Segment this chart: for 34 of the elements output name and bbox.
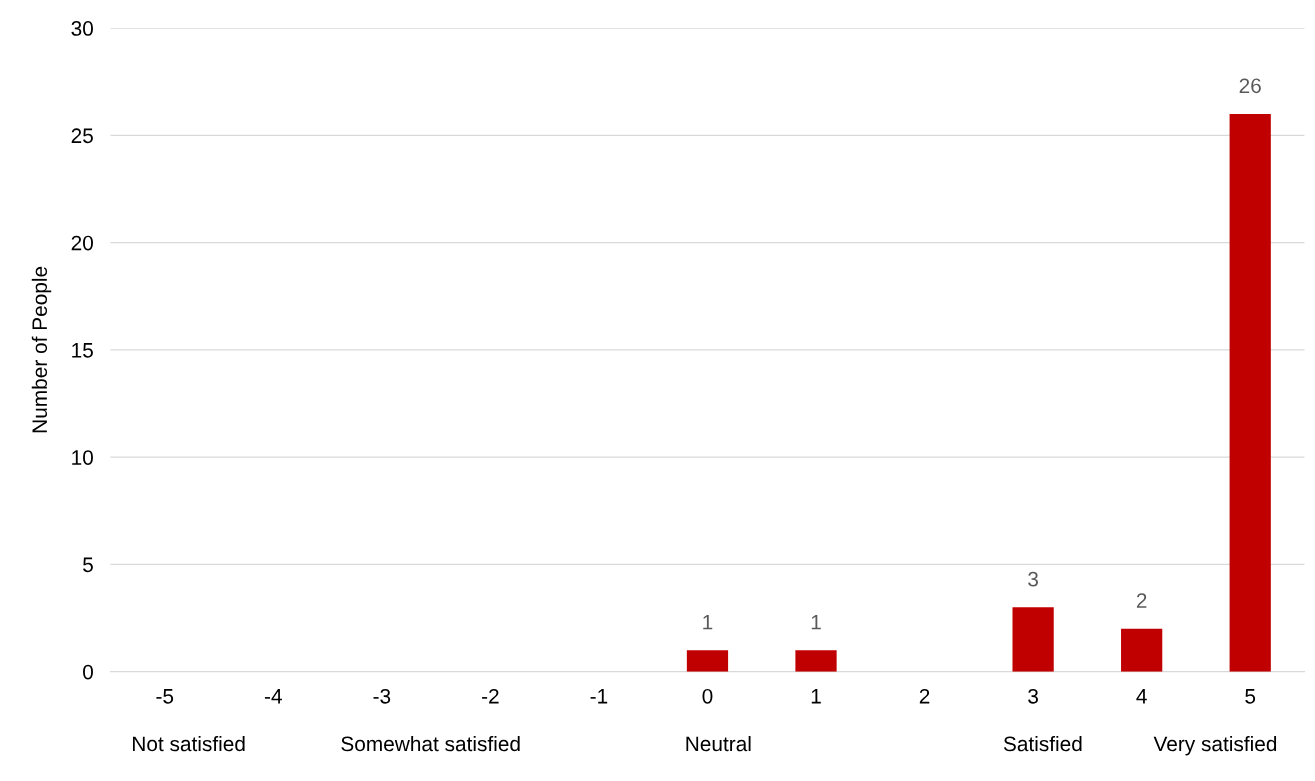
y-tick-label: 10	[72, 450, 93, 465]
y-tick-label: 0	[83, 664, 93, 680]
y-tick-label: 15	[72, 343, 93, 358]
x-tick-label: 0	[702, 688, 713, 704]
text: Neutral	[686, 735, 751, 752]
data-label: 1	[703, 614, 713, 630]
y-tick-label: 30	[71, 21, 93, 36]
x-tick-label: 4	[1136, 689, 1147, 704]
x-tick-label: -2	[482, 688, 499, 704]
text: Not satisfied	[133, 735, 245, 752]
bar	[795, 650, 837, 672]
text: Very satisfied	[1153, 735, 1277, 756]
y-tick-label: 5	[83, 557, 93, 573]
data-label: 3	[1028, 571, 1038, 587]
y-tick-label: 25	[71, 128, 93, 144]
x-tick-label: 3	[1028, 688, 1038, 704]
x-tick-label: -1	[590, 689, 608, 704]
bar	[1229, 113, 1271, 672]
text: Satisfied	[1003, 735, 1082, 752]
x-tick-label: -3	[373, 688, 391, 704]
y-axis-title: Number of People	[31, 266, 52, 433]
x-tick-label: -5	[156, 689, 174, 704]
x-tick-label: -4	[264, 689, 282, 704]
data-label: 1	[811, 614, 821, 630]
bar	[1121, 628, 1163, 672]
x-tick-label: 5	[1245, 689, 1256, 704]
x-tick-label: 2	[919, 688, 930, 704]
bar	[686, 650, 729, 672]
text: Somewhat satisfied	[341, 735, 520, 752]
data-label: 2	[1136, 593, 1147, 608]
x-tick-label: 1	[811, 689, 821, 704]
data-label: 26	[1239, 78, 1261, 94]
y-tick-label: 20	[71, 235, 93, 251]
bar	[1012, 607, 1054, 672]
